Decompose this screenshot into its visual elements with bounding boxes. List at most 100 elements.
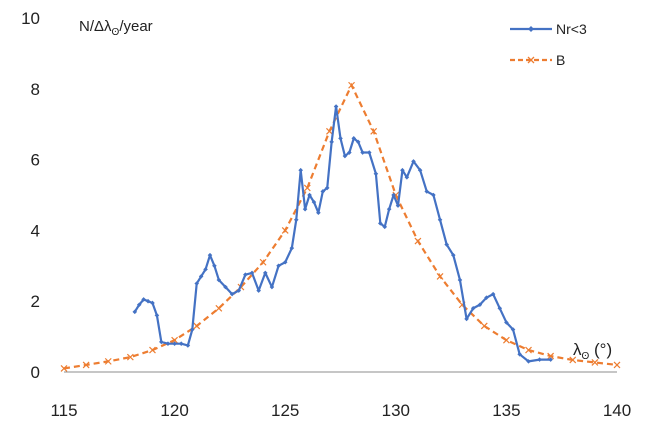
y-axis-title: N/Δλʘ/year — [79, 18, 153, 38]
series-nr3-point — [517, 352, 522, 357]
x-tick-label: 140 — [603, 401, 631, 420]
series-nr3-point — [497, 305, 503, 311]
series-b-point — [303, 184, 311, 192]
series-b-point — [547, 352, 555, 360]
series-nr3-point — [451, 252, 456, 258]
series-nr3-point — [404, 175, 410, 180]
series-nr3-point — [373, 171, 379, 177]
series-nr3-point — [298, 167, 303, 173]
legend: Nr<3 B — [510, 21, 587, 68]
series-nr3-point — [236, 288, 242, 293]
series-nr3-point — [282, 259, 288, 265]
x-tick-label: 135 — [492, 401, 520, 420]
series-nr3-point — [194, 281, 200, 286]
series-nr3-point — [178, 341, 184, 346]
series-nr3-point — [347, 150, 352, 155]
series-b-point — [613, 361, 621, 369]
series-b-point — [414, 237, 422, 245]
series-nr3-point — [189, 327, 195, 332]
series-nr3-point — [216, 277, 222, 283]
series-nr3-point — [464, 316, 469, 322]
series-nr3-point — [159, 339, 164, 345]
series-nr3-point — [249, 270, 255, 276]
series-nr3-point — [207, 252, 213, 258]
series-b-point — [193, 322, 201, 330]
series-nr3-point — [360, 150, 365, 155]
series-nr3-point — [351, 136, 357, 141]
series-nr3-point — [329, 139, 334, 145]
series-nr3-point — [198, 274, 204, 279]
series-nr3-point — [311, 199, 317, 205]
series-b-point — [259, 258, 267, 266]
series-nr3-point — [484, 295, 489, 300]
series-nr3-point — [424, 189, 430, 194]
series-nr3-point — [417, 167, 423, 173]
series-nr3-point — [289, 245, 295, 251]
series-nr3-point — [243, 272, 248, 277]
series-nr3-point — [223, 284, 228, 290]
series-nr3-point — [431, 192, 436, 198]
series-nr3-point — [307, 192, 312, 198]
x-tick-label: 130 — [382, 401, 410, 420]
series-nr3-point — [229, 291, 235, 297]
x-tick-labels: 115 120 125 130 135 140 — [50, 401, 631, 420]
series-nr3-point — [378, 221, 383, 226]
series-nr3-point — [212, 263, 217, 269]
y-tick-label: 8 — [31, 80, 40, 99]
series-nr3-point — [269, 284, 275, 290]
series-b-point — [569, 356, 577, 364]
series-nr3-point — [276, 263, 281, 269]
series-b-point — [60, 365, 68, 372]
series-nr3-point — [338, 136, 343, 141]
series-nr3-point — [537, 357, 542, 362]
series-b-point — [281, 226, 289, 234]
y-tick-label: 0 — [31, 363, 40, 382]
series-b-point — [126, 353, 134, 361]
series-nr3-point — [256, 288, 261, 293]
series-nr3-point — [477, 302, 483, 308]
series-b-point — [348, 81, 355, 89]
legend-marker-nr3 — [528, 26, 534, 32]
series-nr3-point — [141, 297, 146, 302]
series-nr3-point — [262, 270, 268, 276]
series-nr3-point — [293, 217, 299, 223]
legend-item-nr3: Nr<3 — [510, 21, 587, 37]
series-nr3-point — [302, 206, 308, 212]
series-b-point — [502, 336, 510, 344]
series-nr3-point — [444, 242, 449, 247]
y-tick-label: 4 — [31, 221, 40, 240]
series-b-point — [326, 127, 333, 135]
series-nr3-point — [150, 300, 155, 306]
series-b-point — [149, 346, 156, 354]
series-nr3-point — [526, 359, 531, 364]
series-nr3-point — [185, 343, 191, 348]
series-b — [60, 81, 621, 372]
series-b-point — [591, 359, 599, 366]
series-nr3-point — [382, 224, 388, 230]
series-b-point — [525, 346, 532, 354]
series-b-point — [370, 127, 378, 135]
series-layer — [60, 81, 621, 372]
series-nr3-point — [165, 341, 171, 346]
y-tick-label: 10 — [21, 9, 40, 28]
series-nr3-point — [510, 327, 516, 332]
series-nr3 — [132, 104, 553, 364]
series-nr3-point — [457, 277, 463, 283]
series-b-point — [171, 336, 179, 344]
legend-label-nr3: Nr<3 — [556, 21, 587, 37]
series-nr3-point — [320, 189, 326, 194]
series-nr3-point — [342, 153, 348, 159]
legend-item-b: B — [510, 52, 565, 68]
series-nr3-point — [490, 291, 496, 297]
series-nr3-point — [400, 167, 405, 173]
series-nr3-point — [470, 305, 476, 311]
y-tick-label: 2 — [31, 292, 40, 311]
series-b-point — [436, 272, 444, 280]
series-nr3-point — [366, 150, 372, 155]
series-nr3-point — [437, 217, 443, 223]
series-nr3-line — [133, 105, 551, 363]
series-nr3-point — [548, 357, 553, 362]
series-nr3-point — [504, 320, 509, 325]
x-tick-label: 125 — [271, 401, 299, 420]
